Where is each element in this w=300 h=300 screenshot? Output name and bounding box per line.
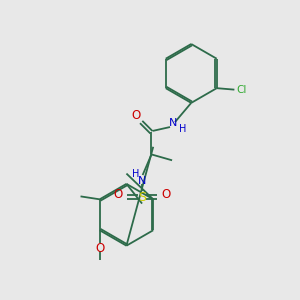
Text: O: O	[95, 242, 104, 255]
Text: S: S	[138, 190, 146, 204]
Text: O: O	[162, 188, 171, 201]
Text: H: H	[179, 124, 187, 134]
Text: O: O	[113, 188, 122, 201]
Text: Cl: Cl	[237, 85, 247, 94]
Text: N: N	[138, 176, 146, 186]
Text: N: N	[169, 118, 178, 128]
Text: O: O	[131, 109, 140, 122]
Text: H: H	[133, 169, 140, 178]
